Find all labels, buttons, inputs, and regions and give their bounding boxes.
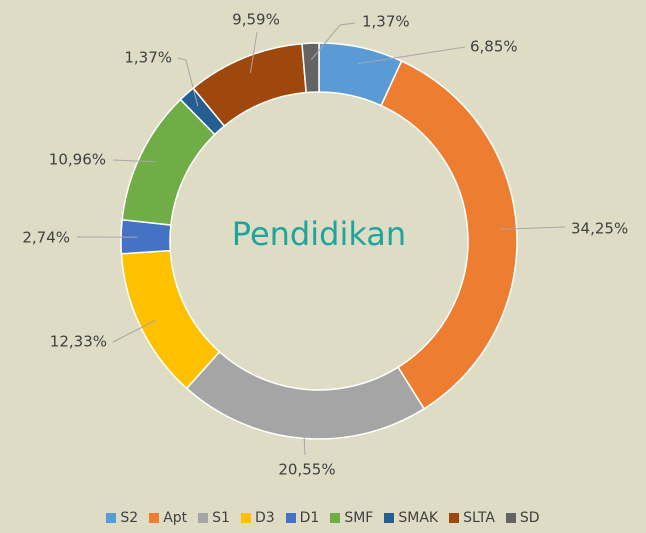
legend-item: S1 — [198, 510, 230, 526]
legend-label: D1 — [299, 510, 320, 526]
legend-label: SLTA — [463, 510, 495, 526]
legend-item: D3 — [240, 510, 275, 526]
legend-swatch — [106, 513, 117, 523]
data-label: 10,96% — [49, 151, 106, 169]
donut-segment — [185, 350, 426, 440]
legend-swatch — [285, 513, 296, 523]
data-label: 34,25% — [571, 220, 628, 238]
legend-swatch — [449, 513, 460, 523]
legend-label: SMF — [344, 510, 374, 526]
legend-swatch — [240, 513, 251, 523]
leader-line — [310, 22, 356, 60]
data-label: 1,37% — [362, 13, 410, 31]
leader-line — [302, 421, 306, 456]
leader-line — [357, 46, 466, 65]
leader-line — [177, 57, 199, 107]
legend-swatch — [384, 513, 395, 523]
donut-segment — [380, 60, 518, 410]
legend-item: Apt — [149, 510, 187, 526]
legend-swatch — [198, 513, 209, 523]
donut-segment — [120, 249, 221, 390]
data-label: 20,55% — [278, 461, 335, 479]
legend-item: D1 — [285, 510, 320, 526]
leader-line — [500, 226, 566, 230]
data-label: 12,33% — [50, 333, 107, 351]
legend-label: D3 — [254, 510, 275, 526]
legend-label: SMAK — [398, 510, 439, 526]
legend-item: SMAK — [384, 510, 438, 526]
legend-item: SLTA — [449, 510, 495, 526]
data-label: 6,85% — [470, 38, 518, 56]
legend-label: S2 — [120, 510, 139, 526]
legend-label: SD — [519, 510, 540, 526]
data-label: 9,59% — [232, 11, 280, 29]
legend-label: Apt — [163, 510, 188, 526]
data-label: 2,74% — [22, 229, 70, 247]
leader-line — [249, 31, 258, 74]
legend-label: S1 — [212, 510, 230, 526]
legend-item: SD — [505, 510, 540, 526]
legend-swatch — [505, 513, 516, 523]
legend-item: S2 — [106, 510, 138, 526]
leader-line — [112, 159, 156, 163]
legend-swatch — [149, 513, 160, 523]
legend-item: SMF — [330, 510, 373, 526]
legend: S2 Apt S1 D3 D1 SMF SMAK SLTA SD — [0, 510, 646, 526]
leader-line — [112, 319, 156, 343]
legend-swatch — [330, 513, 341, 523]
chart-title: Pendidikan — [232, 215, 406, 253]
data-label: 1,37% — [124, 49, 172, 67]
